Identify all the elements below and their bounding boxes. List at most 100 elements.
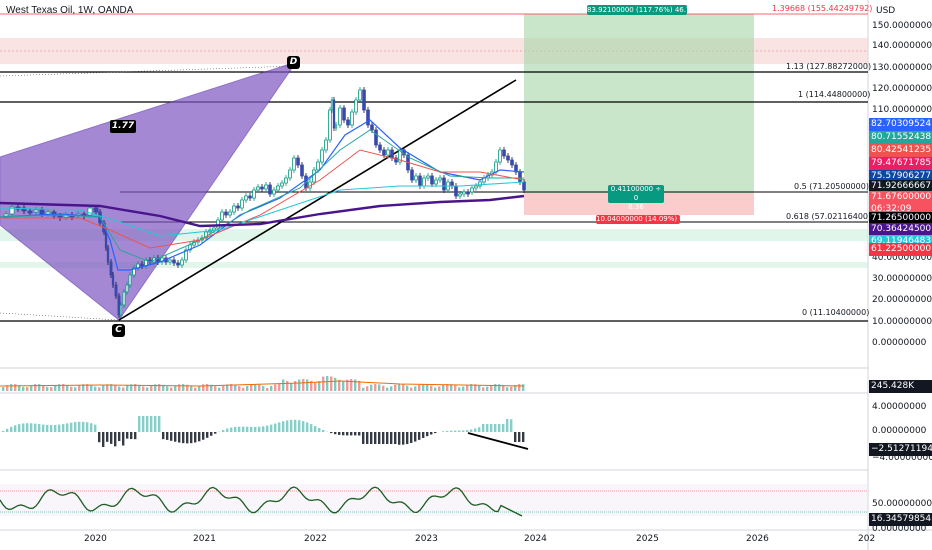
candle <box>378 144 382 151</box>
macd-bar <box>390 432 393 444</box>
macd-bar <box>202 432 205 440</box>
volume-bar <box>478 385 481 391</box>
volume-bar <box>162 384 165 391</box>
macd-bar <box>446 430 449 432</box>
volume-bar <box>278 384 281 391</box>
macd-bar <box>14 425 17 432</box>
fib-level-label: 0.5 (71.20500000) <box>794 182 869 191</box>
volume-bar <box>310 380 313 391</box>
support-zone <box>0 262 868 268</box>
volume-bar <box>58 384 61 391</box>
volume-bar <box>42 385 45 391</box>
macd-bar <box>402 432 405 445</box>
candle <box>87 207 93 216</box>
loss-zone <box>524 193 754 215</box>
candle <box>39 209 45 215</box>
candle <box>410 169 414 181</box>
macd-bar <box>102 432 105 447</box>
price-axis-label: 150.00000000 <box>872 21 932 31</box>
candle <box>418 175 422 187</box>
candle <box>106 247 110 263</box>
volume-bar <box>290 382 293 391</box>
candle <box>478 181 482 187</box>
fib-level-label: 1.13 (127.88272000) <box>786 62 872 71</box>
candle <box>510 159 514 166</box>
currency-label[interactable]: USD <box>876 6 896 16</box>
volume-bar <box>438 386 441 391</box>
time-axis-label: 2021 <box>193 534 216 544</box>
macd-bar <box>58 424 61 432</box>
price-axis-label: 0.00000000 <box>872 338 927 348</box>
volume-bar <box>422 384 425 391</box>
candle <box>300 164 304 177</box>
candle <box>466 191 470 195</box>
entry-label-main: 0.41100000 ÷ 0 <box>610 185 662 202</box>
macd-bar <box>366 432 369 444</box>
trendline <box>118 79 517 321</box>
candle <box>398 149 402 163</box>
macd-bar <box>46 424 49 432</box>
pattern-dotted <box>0 65 297 77</box>
macd-bar <box>502 424 505 432</box>
macd-bar <box>398 432 401 445</box>
volume-bar <box>326 376 329 391</box>
macd-bar <box>282 421 285 432</box>
price-tag: 71.26500000 <box>869 212 932 225</box>
volume-bar <box>394 384 397 391</box>
candle <box>128 274 132 286</box>
candle <box>9 206 15 215</box>
macd-bar <box>186 432 189 444</box>
time-axis-label: 2024 <box>524 534 547 544</box>
fib-level-label: 0 (11.10400000) <box>802 308 870 317</box>
candle <box>358 89 362 101</box>
target-label: 83.92100000 (117.76%) 46.79 <box>587 5 695 15</box>
price-axis-label: 140.00000000 <box>872 41 932 51</box>
volume-bar <box>466 384 469 391</box>
candle <box>45 211 51 215</box>
macd-bar <box>454 430 457 432</box>
macd-bar <box>2 430 5 432</box>
macd-bar <box>262 426 265 432</box>
candle <box>248 195 252 199</box>
candle <box>430 175 434 185</box>
divergence-line <box>467 432 529 450</box>
macd-bar <box>118 432 121 442</box>
candle <box>366 109 370 126</box>
stop-label: 10.04000000 (14.09%) 0 <box>596 215 684 224</box>
macd-bar <box>38 424 41 432</box>
volume-bar <box>98 387 101 391</box>
volume-bar <box>366 386 369 391</box>
volume-bar <box>170 387 173 391</box>
volume-bar <box>194 387 197 391</box>
macd-bar <box>318 428 321 432</box>
rsi-label-0: 0.00000000 <box>872 524 927 534</box>
candle <box>33 209 39 213</box>
macd-bar <box>378 432 381 444</box>
macd-bar <box>350 432 353 436</box>
macd-bar <box>238 426 241 432</box>
macd-bar <box>346 432 349 436</box>
volume-bar <box>202 384 205 391</box>
price-axis-label: 10.00000000 <box>872 317 932 327</box>
volume-bar <box>222 385 225 391</box>
candle <box>386 149 390 156</box>
volume-bar <box>134 384 137 391</box>
candle <box>474 185 478 189</box>
volume-bar <box>334 377 337 391</box>
volume-bar <box>298 379 301 391</box>
time-axis-label: 202 <box>858 534 876 544</box>
volume-bar <box>246 385 249 391</box>
macd-bar <box>486 424 489 432</box>
macd-label-4: 4.00000000 <box>872 402 927 412</box>
time-axis-label: 2020 <box>84 534 107 544</box>
candle <box>426 175 430 179</box>
macd-bar <box>302 421 305 432</box>
volume-bar <box>250 384 253 391</box>
volume-bar <box>434 387 437 391</box>
macd-bar <box>426 432 429 437</box>
candle <box>494 161 498 173</box>
volume-bar <box>154 384 157 391</box>
macd-bar <box>126 432 129 439</box>
